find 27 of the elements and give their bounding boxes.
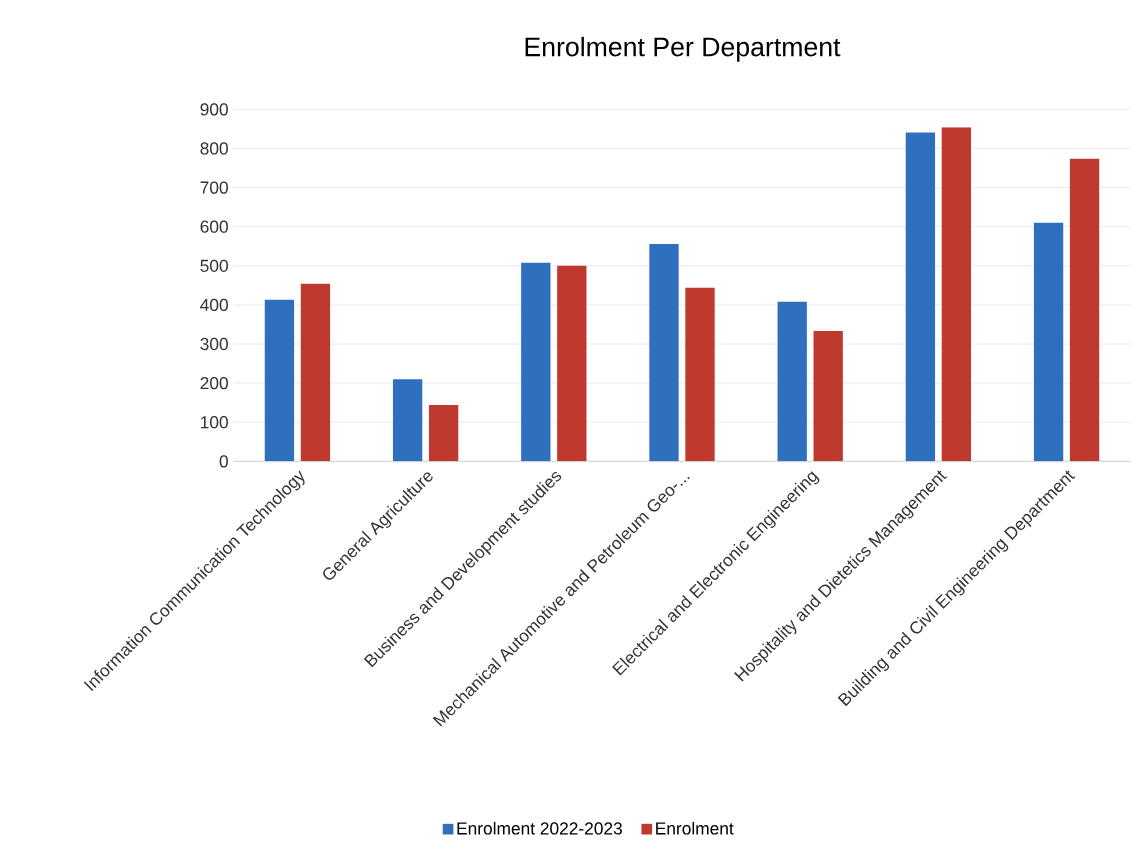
bar — [941, 127, 972, 462]
y-tick-label: 400 — [200, 298, 228, 311]
bar — [557, 265, 587, 462]
bar — [264, 299, 295, 462]
y-tick-label: 100 — [201, 415, 228, 429]
y-tick-label: 500 — [200, 259, 228, 272]
bar — [685, 287, 715, 462]
bar — [1069, 158, 1100, 462]
bar — [777, 301, 807, 462]
bar — [428, 404, 459, 462]
bar — [905, 132, 936, 462]
y-tick-label: 800 — [200, 142, 228, 155]
bar — [813, 330, 843, 462]
bar — [1033, 222, 1064, 462]
bar — [392, 379, 423, 462]
y-tick-label: 0 — [219, 455, 228, 468]
bar — [521, 262, 551, 462]
chart-title: Enrolment Per Department — [525, 36, 841, 62]
y-tick-label: 900 — [200, 103, 228, 116]
y-tick-label: 700 — [200, 181, 228, 194]
y-tick-label: 600 — [200, 220, 228, 233]
bar — [300, 283, 331, 462]
y-tick-label: 300 — [200, 337, 228, 350]
legend-label: Enrolment — [656, 821, 734, 835]
y-tick-label: 200 — [200, 376, 228, 390]
legend-label: Enrolment 2022-2023 — [457, 821, 622, 835]
bar — [649, 243, 679, 462]
